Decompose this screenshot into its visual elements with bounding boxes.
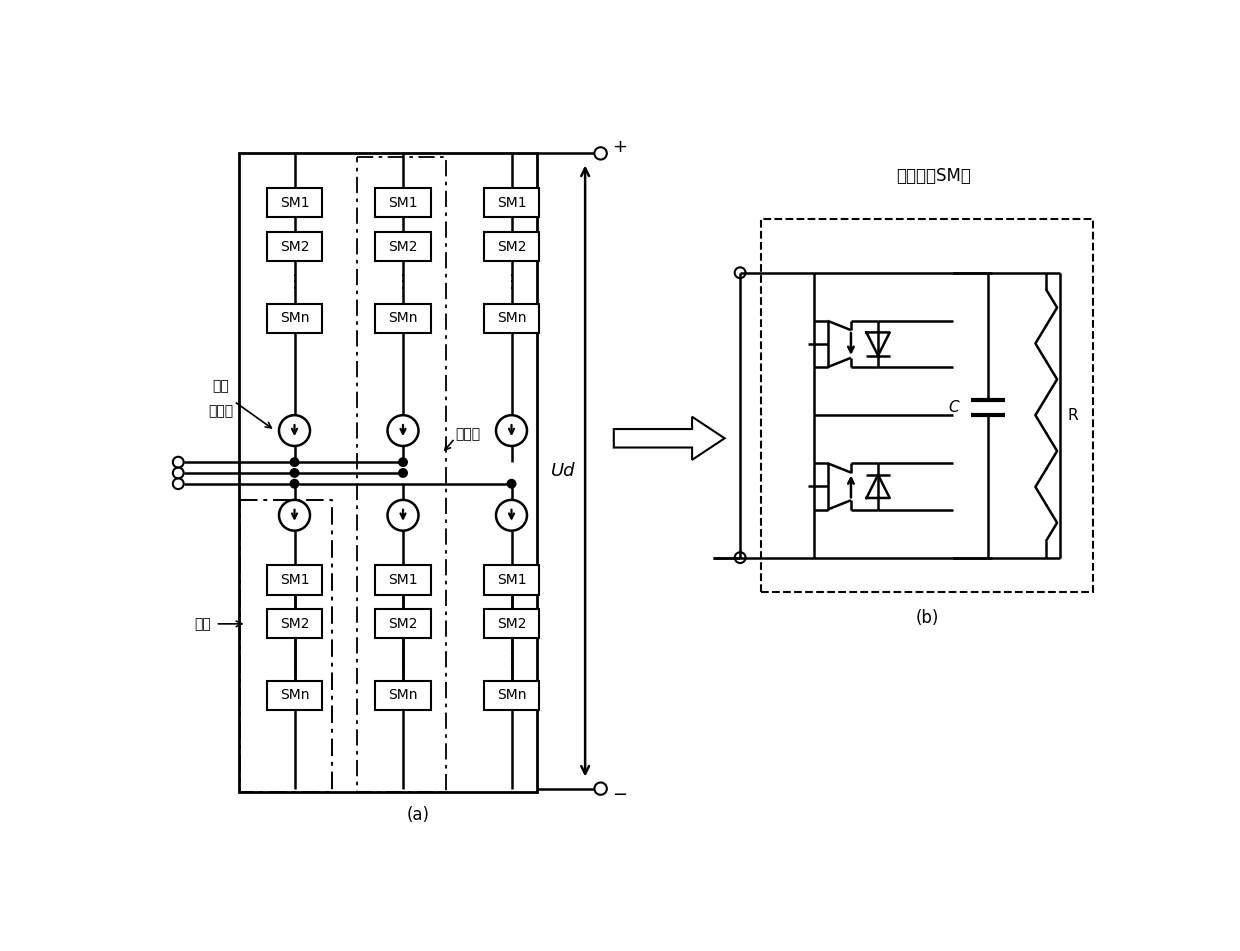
Text: SM2: SM2 <box>280 617 309 631</box>
FancyBboxPatch shape <box>267 232 322 262</box>
FancyBboxPatch shape <box>267 188 322 217</box>
Text: SM2: SM2 <box>497 240 526 254</box>
FancyBboxPatch shape <box>484 303 539 333</box>
Text: SM1: SM1 <box>280 573 309 587</box>
Text: SM1: SM1 <box>497 196 526 209</box>
FancyBboxPatch shape <box>484 232 539 262</box>
FancyBboxPatch shape <box>267 681 322 710</box>
FancyBboxPatch shape <box>374 303 432 333</box>
FancyBboxPatch shape <box>267 303 322 333</box>
FancyBboxPatch shape <box>374 188 432 217</box>
Text: ⋮: ⋮ <box>502 273 521 291</box>
Circle shape <box>290 458 299 466</box>
FancyBboxPatch shape <box>374 232 432 262</box>
Text: ⋮: ⋮ <box>502 650 521 669</box>
Text: SM2: SM2 <box>388 240 418 254</box>
Text: −: − <box>613 786 627 804</box>
Text: (b): (b) <box>915 610 939 628</box>
FancyBboxPatch shape <box>267 565 322 594</box>
Text: SM1: SM1 <box>280 196 309 209</box>
FancyBboxPatch shape <box>267 610 322 638</box>
Text: 子模块（SM）: 子模块（SM） <box>897 167 971 185</box>
FancyBboxPatch shape <box>374 610 432 638</box>
Text: C: C <box>949 400 959 415</box>
Text: +: + <box>613 138 627 156</box>
Text: (a): (a) <box>407 805 430 824</box>
Text: SMn: SMn <box>497 689 526 703</box>
FancyBboxPatch shape <box>484 610 539 638</box>
Text: R: R <box>1068 408 1079 422</box>
Text: SM1: SM1 <box>388 196 418 209</box>
Circle shape <box>507 479 516 488</box>
Text: Ud: Ud <box>552 462 575 480</box>
Circle shape <box>399 458 407 466</box>
Text: SM2: SM2 <box>388 617 418 631</box>
Text: SMn: SMn <box>388 689 418 703</box>
Text: ⋮: ⋮ <box>285 273 304 291</box>
Text: 电抗器: 电抗器 <box>208 404 233 418</box>
Text: SMn: SMn <box>280 689 309 703</box>
Circle shape <box>290 469 299 477</box>
Text: ⋮: ⋮ <box>285 650 304 669</box>
Text: ⋮: ⋮ <box>394 273 412 291</box>
Text: SM1: SM1 <box>388 573 418 587</box>
Text: 换流: 换流 <box>212 379 229 394</box>
Text: SMn: SMn <box>280 311 309 325</box>
Circle shape <box>399 469 407 477</box>
FancyBboxPatch shape <box>374 681 432 710</box>
FancyBboxPatch shape <box>484 565 539 594</box>
Text: SMn: SMn <box>388 311 418 325</box>
Text: SM1: SM1 <box>497 573 526 587</box>
FancyBboxPatch shape <box>374 565 432 594</box>
Text: SMn: SMn <box>497 311 526 325</box>
Text: 相单元: 相单元 <box>455 427 480 441</box>
Text: SM2: SM2 <box>497 617 526 631</box>
Text: ⋮: ⋮ <box>394 650 412 669</box>
Text: SM2: SM2 <box>280 240 309 254</box>
FancyBboxPatch shape <box>238 153 537 792</box>
Text: 桥臂: 桥臂 <box>193 617 211 631</box>
FancyBboxPatch shape <box>761 219 1092 592</box>
Polygon shape <box>614 417 724 460</box>
Circle shape <box>290 479 299 488</box>
FancyBboxPatch shape <box>484 188 539 217</box>
FancyBboxPatch shape <box>484 681 539 710</box>
